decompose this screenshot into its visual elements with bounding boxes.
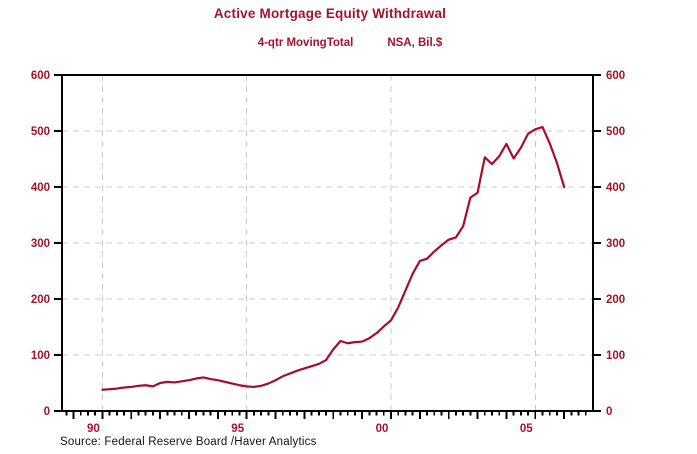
y-axis-label-right: 600 [606, 70, 625, 82]
plot-border [60, 73, 595, 413]
y-axis-label-left: 600 [31, 70, 50, 82]
y-axis-label-left: 300 [31, 238, 50, 250]
y-axis-label-right: 300 [606, 238, 625, 250]
y-axis-label-right: 100 [606, 350, 625, 362]
x-axis-label: 00 [376, 423, 389, 435]
y-axis-label-right: 500 [606, 126, 625, 138]
chart-subtitle: 4-qtr MovingTotal NSA, Bil.$ [20, 37, 680, 49]
y-axis-label-right: 0 [606, 406, 612, 418]
x-axis-label: 95 [231, 423, 244, 435]
y-axis-label-left: 400 [31, 182, 50, 194]
y-axis-label-left: 500 [31, 126, 50, 138]
y-axis-label-left: 100 [31, 350, 50, 362]
x-axis-label: 90 [87, 423, 100, 435]
y-axis-label-left: 200 [31, 294, 50, 306]
subtitle-units: NSA, Bil.$ [387, 37, 443, 49]
y-axis-label-left: 0 [44, 406, 50, 418]
y-axis-label-right: 400 [606, 182, 625, 194]
chart-title: Active Mortgage Equity Withdrawal [213, 6, 447, 21]
y-axis-label-right: 200 [606, 294, 625, 306]
subtitle-measure: 4-qtr MovingTotal [257, 37, 354, 49]
data-series-line [101, 125, 566, 391]
source-text: Source: Federal Reserve Board /Haver Ana… [60, 436, 317, 448]
x-axis-label: 05 [520, 423, 533, 435]
